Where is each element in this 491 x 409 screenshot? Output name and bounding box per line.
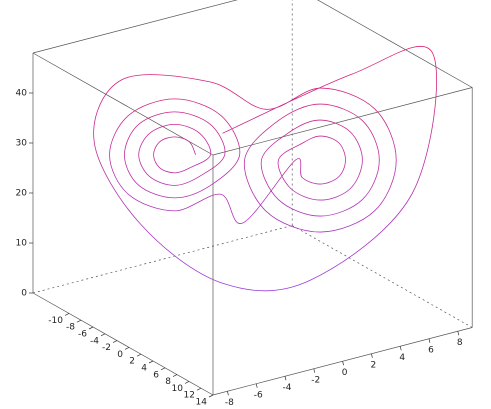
y-tick (371, 353, 373, 358)
trajectory (93, 45, 437, 292)
x-tick (172, 374, 178, 377)
x-tick-label: -2 (102, 343, 111, 353)
box-edge (292, 225, 473, 328)
x-tick (160, 367, 166, 371)
box-edge (32, 292, 214, 396)
y-tick (342, 361, 344, 366)
x-tick (88, 326, 94, 330)
z-tick-label: 30 (16, 139, 28, 149)
x-tick-label: 8 (165, 377, 171, 387)
z-tick-label: 0 (21, 289, 27, 299)
x-tick (64, 313, 70, 316)
y-tick (227, 391, 229, 396)
y-tick (428, 338, 431, 343)
x-tick-label: 2 (129, 357, 135, 367)
axis-box (29, 0, 473, 398)
x-tick-label: 10 (172, 384, 184, 394)
x-tick-label: 4 (141, 364, 147, 374)
box-edge (32, 0, 238, 54)
x-tick (136, 353, 142, 357)
box-edge (212, 87, 473, 156)
y-tick-label: -6 (254, 390, 263, 400)
x-tick-label: 12 (184, 391, 195, 401)
x-tick-label: -6 (78, 330, 87, 340)
y-tick (284, 376, 287, 381)
x-tick-label: -8 (66, 323, 75, 333)
x-tick-label: 14 (196, 398, 208, 408)
y-tick-label: 2 (371, 360, 377, 370)
x-tick (208, 394, 214, 398)
y-tick-label: -4 (283, 383, 292, 393)
z-tick-label: 20 (16, 189, 28, 199)
x-tick-label: 0 (117, 350, 123, 360)
x-tick (100, 333, 106, 337)
y-tick (255, 383, 258, 388)
y-tick (399, 346, 402, 351)
x-tick (76, 319, 82, 323)
box-edge (317, 0, 473, 88)
z-tick-label: 10 (16, 239, 28, 249)
plot-area (93, 45, 437, 292)
x-tick (112, 340, 118, 343)
x-tick (124, 347, 130, 350)
x-tick (184, 381, 190, 384)
y-tick-label: -2 (311, 375, 320, 385)
y-tick (457, 331, 460, 336)
box-edge (32, 225, 293, 294)
y-tick-label: 8 (457, 338, 463, 348)
x-tick-label: 6 (153, 370, 159, 380)
x-tick-label: -4 (90, 336, 99, 346)
z-tick-label: 40 (16, 89, 28, 99)
y-tick (313, 368, 316, 373)
x-tick (196, 387, 202, 391)
y-tick-label: 6 (428, 345, 434, 355)
y-tick-label: -8 (225, 398, 234, 408)
y-tick-label: 4 (399, 353, 405, 363)
x-tick-label: -10 (48, 316, 63, 326)
y-tick-label: 0 (342, 368, 348, 378)
x-tick (148, 360, 154, 364)
